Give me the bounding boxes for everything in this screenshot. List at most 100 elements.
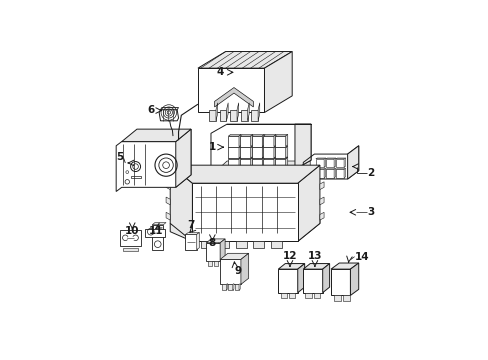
Polygon shape (262, 146, 264, 158)
Polygon shape (198, 51, 292, 68)
Polygon shape (325, 158, 335, 159)
Polygon shape (285, 146, 287, 158)
Polygon shape (240, 157, 252, 159)
Polygon shape (315, 168, 325, 169)
Text: 12: 12 (282, 251, 297, 261)
Polygon shape (120, 230, 141, 246)
Polygon shape (285, 134, 287, 147)
Polygon shape (226, 284, 227, 290)
Polygon shape (228, 148, 239, 158)
Text: 5: 5 (116, 152, 123, 162)
Polygon shape (228, 134, 241, 136)
Polygon shape (335, 159, 344, 167)
Polygon shape (280, 293, 286, 298)
Polygon shape (273, 146, 276, 158)
Polygon shape (239, 146, 241, 158)
Polygon shape (274, 134, 287, 136)
Polygon shape (170, 165, 319, 183)
Polygon shape (145, 229, 164, 237)
Polygon shape (251, 136, 262, 147)
Polygon shape (170, 215, 319, 242)
Polygon shape (240, 146, 252, 148)
Polygon shape (250, 134, 252, 147)
Polygon shape (250, 157, 252, 169)
Polygon shape (350, 263, 358, 296)
Polygon shape (240, 136, 250, 147)
Polygon shape (273, 157, 276, 169)
Polygon shape (234, 284, 239, 290)
Polygon shape (216, 103, 217, 121)
Polygon shape (303, 269, 322, 293)
Polygon shape (166, 197, 170, 205)
Text: 10: 10 (125, 226, 139, 236)
Polygon shape (322, 264, 329, 293)
Polygon shape (222, 284, 226, 290)
Polygon shape (232, 284, 233, 290)
Polygon shape (208, 110, 216, 121)
Polygon shape (247, 103, 249, 121)
Text: 11: 11 (149, 226, 163, 236)
Polygon shape (330, 269, 350, 296)
Text: 3: 3 (366, 207, 373, 217)
Polygon shape (335, 169, 344, 177)
Polygon shape (228, 284, 232, 290)
Polygon shape (288, 293, 295, 298)
Text: 13: 13 (307, 251, 322, 261)
Polygon shape (263, 136, 273, 147)
Polygon shape (219, 110, 226, 121)
Polygon shape (319, 212, 324, 220)
Polygon shape (251, 148, 262, 158)
Polygon shape (315, 169, 324, 177)
Polygon shape (262, 157, 264, 169)
Polygon shape (218, 242, 229, 248)
Polygon shape (251, 157, 264, 159)
Polygon shape (206, 239, 224, 243)
Polygon shape (230, 110, 237, 121)
Polygon shape (330, 263, 358, 269)
Text: 2: 2 (366, 168, 373, 179)
Polygon shape (325, 168, 335, 169)
Polygon shape (270, 242, 281, 248)
Text: 1: 1 (208, 142, 216, 152)
Polygon shape (170, 165, 192, 242)
Polygon shape (175, 129, 191, 187)
Polygon shape (285, 157, 287, 169)
Polygon shape (237, 103, 238, 121)
Polygon shape (220, 239, 224, 261)
Polygon shape (116, 129, 191, 192)
Polygon shape (152, 222, 166, 225)
Polygon shape (315, 158, 325, 159)
Polygon shape (207, 261, 211, 266)
Polygon shape (166, 182, 170, 190)
Polygon shape (344, 168, 345, 177)
Polygon shape (240, 159, 250, 169)
Polygon shape (239, 284, 240, 290)
Text: 6: 6 (147, 105, 155, 115)
Polygon shape (240, 148, 250, 158)
Polygon shape (235, 242, 246, 248)
Polygon shape (185, 233, 199, 234)
Polygon shape (263, 159, 273, 169)
Polygon shape (159, 110, 178, 121)
Polygon shape (305, 293, 311, 298)
Polygon shape (263, 134, 276, 136)
Polygon shape (343, 296, 350, 301)
Polygon shape (294, 124, 310, 169)
Polygon shape (198, 68, 264, 112)
Polygon shape (192, 183, 297, 242)
Polygon shape (123, 248, 138, 251)
Polygon shape (185, 234, 196, 250)
Polygon shape (251, 159, 262, 169)
Polygon shape (240, 134, 252, 136)
Polygon shape (166, 212, 170, 220)
Polygon shape (206, 243, 220, 261)
Polygon shape (160, 108, 178, 110)
Polygon shape (324, 168, 325, 177)
Polygon shape (263, 146, 276, 148)
Polygon shape (274, 157, 287, 159)
Polygon shape (228, 136, 239, 147)
Polygon shape (239, 157, 241, 169)
Polygon shape (214, 87, 253, 107)
Polygon shape (335, 168, 345, 169)
Polygon shape (228, 159, 239, 169)
